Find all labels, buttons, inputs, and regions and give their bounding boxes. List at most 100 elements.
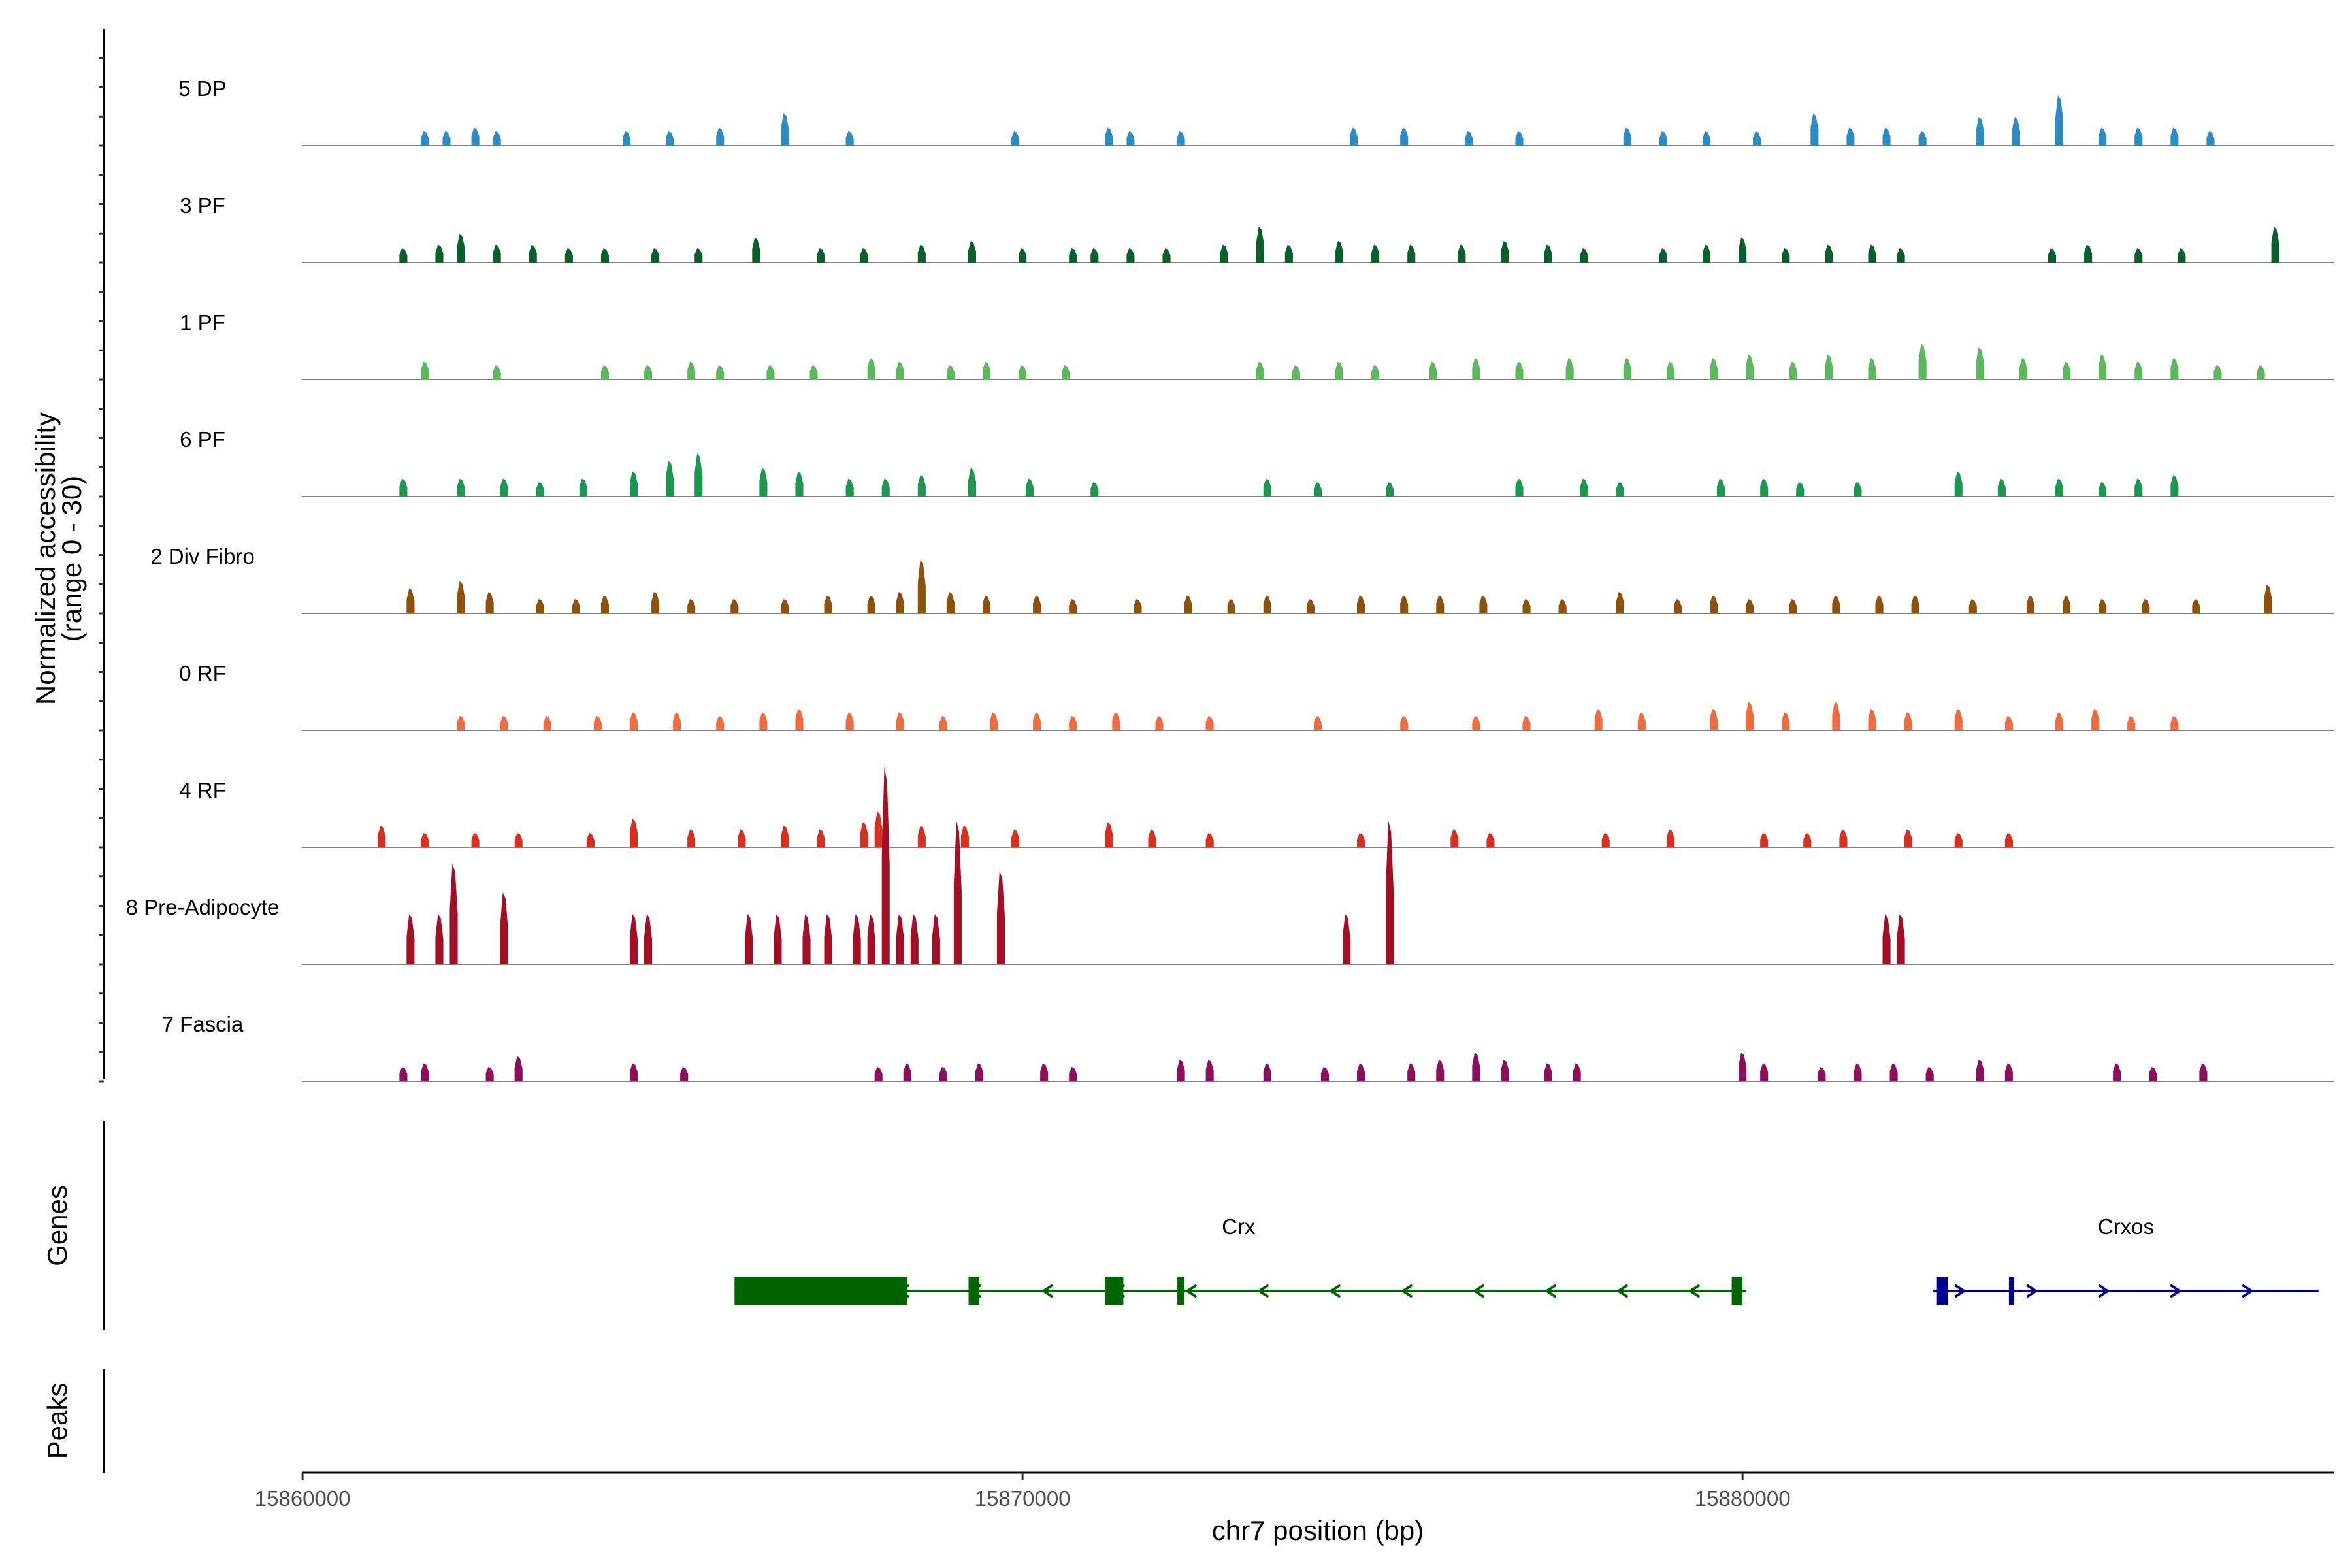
- coverage-peak: [514, 833, 523, 847]
- coverage-peak: [2004, 1063, 2013, 1081]
- coverage-peak: [586, 833, 595, 847]
- coverage-peak: [673, 712, 681, 730]
- coverage-peak: [759, 468, 768, 497]
- coverage-peak: [1825, 244, 1833, 263]
- coverage-peak: [1637, 712, 1646, 730]
- coverage-peak: [1911, 595, 1919, 613]
- coverage-peak: [795, 709, 804, 730]
- coverage-peak: [759, 712, 768, 730]
- coverage-peak: [485, 592, 494, 613]
- coverage-peak: [2170, 475, 2179, 497]
- coverage-peak: [2134, 361, 2143, 380]
- coverage-peak: [939, 1067, 947, 1081]
- coverage-peak: [500, 716, 508, 730]
- coverage-peak: [1069, 1067, 1077, 1081]
- track-label: 1 PF: [180, 310, 225, 335]
- coverage-peak: [2062, 595, 2071, 613]
- coverage-peak: [1386, 482, 1394, 497]
- coverage-peak: [1205, 1060, 1214, 1081]
- coverage-peak: [809, 365, 818, 380]
- coverage-peak: [493, 244, 501, 263]
- strand-arrow: [1041, 1284, 1054, 1298]
- coverage-peak: [2192, 599, 2200, 613]
- track-2-div-fibro: 2 Div Fibro: [150, 544, 2334, 614]
- x-tick-label: 15860000: [255, 1486, 351, 1511]
- coverage-peak: [1148, 829, 1156, 847]
- coverage-peak: [968, 468, 977, 497]
- coverage-peak: [687, 829, 696, 847]
- track-1-pf: 1 PF: [180, 310, 2334, 380]
- coverage-peak: [1739, 237, 1747, 263]
- coverage-peak: [1357, 833, 1365, 847]
- coverage-peak: [2099, 127, 2107, 146]
- coverage-peak: [745, 914, 753, 964]
- coverage-peak: [1026, 478, 1034, 497]
- coverage-peak: [536, 599, 544, 613]
- coverage-peak: [1105, 127, 1113, 146]
- coverage-peak: [2213, 365, 2222, 380]
- coverage-peak: [1666, 829, 1674, 847]
- coverage-peak: [1623, 127, 1631, 146]
- coverage-peak: [1702, 244, 1711, 263]
- coverage-tracks: 5 DP 3 PF 1 PF 6 PF 2 Div Fibro 0 RF 4 RF 8 Pre…: [126, 76, 2334, 1082]
- coverage-peak: [1997, 478, 2006, 497]
- coverage-peak: [442, 131, 451, 146]
- peaks-panel-label: Peaks: [42, 1383, 73, 1460]
- coverage-peak: [917, 475, 926, 497]
- coverage-peak: [1580, 248, 1588, 263]
- track-label: 7 Fascia: [162, 1012, 244, 1036]
- coverage-peak: [1760, 833, 1769, 847]
- coverage-peak: [1739, 1053, 1747, 1081]
- coverage-peak: [1897, 914, 1905, 964]
- coverage-peak: [1472, 716, 1480, 730]
- coverage-peak: [2142, 599, 2150, 613]
- coverage-peak: [449, 864, 458, 964]
- coverage-peak: [1875, 595, 1884, 613]
- coverage-peak: [629, 471, 638, 497]
- coverage-peak: [680, 1067, 689, 1081]
- coverage-peak: [1954, 709, 1963, 730]
- coverage-peak: [2099, 354, 2107, 380]
- coverage-peak: [1702, 131, 1711, 146]
- coverage-peak: [2206, 131, 2215, 146]
- gene-exon: [1105, 1277, 1124, 1305]
- coverage-peak: [1782, 248, 1790, 263]
- y-axis-title: Normalized accessibility: [30, 412, 61, 705]
- coverage-peak: [946, 365, 955, 380]
- coverage-peak: [1069, 248, 1077, 263]
- coverage-peak: [378, 826, 386, 847]
- coverage-peak: [471, 127, 480, 146]
- coverage-peak: [1284, 244, 1293, 263]
- coverage-peak: [2099, 482, 2107, 497]
- coverage-peak: [1033, 595, 1041, 613]
- track-label: 4 RF: [179, 778, 226, 802]
- coverage-peak: [1371, 365, 1380, 380]
- coverage-peak: [666, 131, 674, 146]
- coverage-peak: [694, 453, 703, 497]
- coverage-peak: [960, 826, 970, 847]
- coverage-peak: [1522, 716, 1531, 730]
- coverage-peak: [651, 592, 660, 613]
- y-axis-range-label: (range 0 - 30): [56, 476, 87, 642]
- coverage-peak: [2264, 585, 2272, 613]
- coverage-y-axis-ticks: [99, 57, 104, 1083]
- coverage-peak: [572, 599, 580, 613]
- coverage-peak: [845, 131, 854, 146]
- coverage-peak: [1746, 599, 1754, 613]
- coverage-peak: [1155, 716, 1164, 730]
- coverage-peak: [1313, 716, 1322, 730]
- coverage-peak: [1854, 1063, 1862, 1081]
- strand-arrow: [1472, 1284, 1485, 1298]
- coverage-peak: [1335, 361, 1344, 380]
- coverage-peak: [1458, 244, 1466, 263]
- coverage-peak: [1349, 127, 1358, 146]
- track-0-rf: 0 RF: [179, 661, 2334, 731]
- coverage-peak: [1177, 131, 1185, 146]
- coverage-peak: [2134, 478, 2143, 497]
- coverage-peak: [1465, 131, 1473, 146]
- coverage-peak: [1429, 361, 1437, 380]
- coverage-peak: [421, 361, 429, 380]
- coverage-peak: [968, 241, 977, 263]
- coverage-peak: [1854, 482, 1862, 497]
- coverage-peak: [1407, 244, 1416, 263]
